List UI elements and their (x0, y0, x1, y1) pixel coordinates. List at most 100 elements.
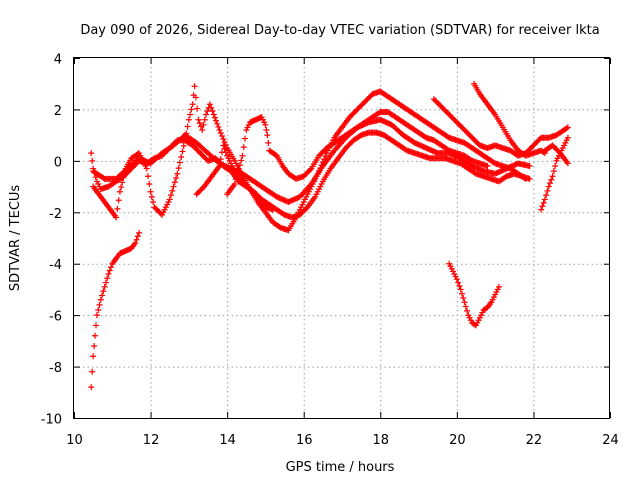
data-point (199, 127, 206, 133)
data-point (216, 163, 223, 169)
data-point (206, 101, 213, 108)
x-tick-label: 10 (66, 433, 83, 448)
data-point (307, 166, 314, 173)
series-track-a (88, 229, 143, 391)
data-point (270, 206, 277, 213)
data-point (136, 229, 143, 236)
data-point (220, 136, 227, 142)
data-point (146, 181, 153, 187)
data-point (119, 179, 126, 186)
data-point (179, 148, 186, 155)
data-point (178, 154, 185, 160)
data-point (106, 267, 113, 274)
data-point (461, 299, 468, 306)
x-tick-label: 16 (296, 433, 313, 448)
data-point (236, 162, 243, 169)
data-point (194, 105, 201, 112)
data-point (184, 123, 191, 130)
data-point (563, 125, 570, 132)
data-point (245, 184, 252, 191)
data-point (132, 240, 139, 247)
data-point (196, 120, 203, 127)
data-point (219, 133, 226, 139)
axis-ticks (74, 58, 611, 419)
data-point (176, 159, 183, 166)
data-point (555, 148, 562, 155)
x-tick-label: 20 (449, 433, 466, 448)
y-tick-labels: -10 -8 -6 -4 -2 0 2 4 (41, 53, 62, 428)
data-point (200, 121, 207, 128)
y-tick-label: -4 (49, 258, 62, 273)
data-point (263, 127, 270, 133)
data-point (133, 236, 140, 243)
data-point (242, 135, 249, 142)
series-track-f (193, 142, 277, 213)
data-point (88, 150, 95, 157)
data-point (217, 130, 224, 136)
series-track-c (90, 83, 529, 234)
data-point (96, 301, 103, 308)
x-tick-label: 12 (143, 433, 160, 448)
data-point (90, 353, 97, 360)
data-point (221, 145, 228, 152)
data-point (191, 83, 198, 90)
y-tick-label: 2 (54, 104, 62, 119)
data-point (204, 108, 211, 115)
data-point (195, 116, 202, 123)
data-point (550, 168, 557, 175)
data-point (462, 303, 469, 310)
data-point (460, 295, 467, 301)
x-tick-label: 18 (373, 433, 390, 448)
x-tick-labels: 10 12 14 16 18 20 22 24 (66, 433, 619, 448)
data-point (88, 384, 95, 391)
data-point (175, 165, 182, 172)
data-point (484, 163, 491, 169)
data-point (540, 199, 547, 206)
data-point (97, 296, 104, 303)
y-tick-label: 0 (54, 155, 62, 170)
data-point (116, 188, 123, 195)
data-point (147, 188, 154, 195)
data-point (538, 206, 545, 213)
data-point (464, 307, 471, 314)
data-point (104, 275, 111, 282)
data-point (189, 101, 196, 108)
data-point (105, 271, 112, 277)
data-point (235, 166, 242, 173)
data-point (552, 163, 559, 169)
data-point (145, 173, 152, 180)
data-point (185, 116, 192, 123)
data-point (521, 175, 528, 181)
data-point (548, 176, 555, 183)
x-tick-label: 22 (526, 433, 543, 448)
data-point (539, 203, 546, 210)
data-point (547, 180, 554, 187)
data-point (564, 124, 571, 131)
data-point (239, 152, 246, 159)
data-point (169, 187, 176, 194)
data-point (543, 192, 550, 199)
data-point (203, 111, 210, 118)
data-point (217, 156, 224, 163)
data-point (187, 111, 194, 118)
data-point (93, 322, 100, 329)
data-point (541, 196, 548, 203)
data-point (455, 279, 462, 286)
data-point (215, 123, 222, 130)
data-point (100, 288, 107, 295)
data-point (265, 139, 272, 146)
grid-lines (74, 58, 610, 418)
data-point (214, 120, 221, 127)
data-point (564, 134, 571, 141)
data-point (216, 127, 223, 133)
y-tick-label: -6 (49, 310, 62, 325)
chart-title: Day 090 of 2026, Sidereal Day-to-day VTE… (80, 23, 599, 38)
data-point (134, 233, 141, 240)
data-point (102, 279, 109, 286)
series-track-k (446, 260, 502, 329)
data-point (108, 264, 115, 271)
data-point (222, 149, 229, 156)
series-track-e (224, 109, 491, 198)
data-point (240, 144, 247, 151)
data-point (174, 170, 181, 177)
